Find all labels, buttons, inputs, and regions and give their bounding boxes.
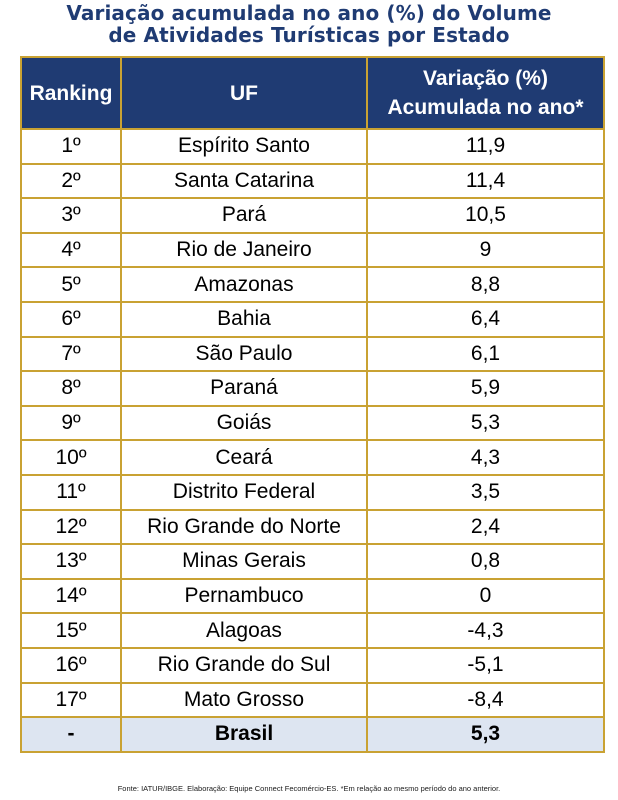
rank-cell: 17º <box>20 681 122 719</box>
table-row: 5º Amazonas 8,8 <box>20 266 605 303</box>
uf-cell: Brasil <box>120 716 368 753</box>
table-row: 11º Distrito Federal 3,5 <box>20 473 605 511</box>
uf-cell: Pará <box>120 197 368 234</box>
table-row: 4º Rio de Janeiro 9 <box>20 231 605 269</box>
rank-cell: 9º <box>20 404 122 442</box>
uf-cell: Espírito Santo <box>120 128 368 165</box>
value-cell: -8,4 <box>366 681 605 719</box>
table-row: 10º Ceará 4,3 <box>20 439 605 476</box>
header-variation-line-2: Acumulada no ano* <box>387 96 584 119</box>
table-row: 17º Mato Grosso -8,4 <box>20 681 605 719</box>
rank-cell: - <box>20 716 122 753</box>
uf-cell: Paraná <box>120 370 368 407</box>
title-line-1: Variação acumulada no ano (%) do Volume <box>66 1 552 25</box>
table-row: 8º Paraná 5,9 <box>20 370 605 407</box>
uf-cell: Rio Grande do Sul <box>120 646 368 684</box>
table-row: 7º São Paulo 6,1 <box>20 335 605 373</box>
table-row: 13º Minas Gerais 0,8 <box>20 543 605 580</box>
rank-cell: 6º <box>20 300 122 338</box>
value-cell: 5,3 <box>366 716 605 753</box>
table-row: 3º Pará 10,5 <box>20 197 605 234</box>
uf-cell: Rio Grande do Norte <box>120 508 368 546</box>
rank-cell: 7º <box>20 335 122 373</box>
uf-cell: Ceará <box>120 439 368 476</box>
uf-cell: Goiás <box>120 404 368 442</box>
value-cell: 0,8 <box>366 543 605 580</box>
table-row: 15º Alagoas -4,3 <box>20 612 605 649</box>
uf-cell: Amazonas <box>120 266 368 303</box>
source-note: Fonte: IATUR/IBGE. Elaboração: Equipe Co… <box>117 784 501 793</box>
rank-cell: 2º <box>20 162 122 200</box>
rank-cell: 4º <box>20 231 122 269</box>
uf-cell: São Paulo <box>120 335 368 373</box>
value-cell: 5,9 <box>366 370 605 407</box>
total-row: - Brasil 5,3 <box>20 716 605 753</box>
table-row: 12º Rio Grande do Norte 2,4 <box>20 508 605 546</box>
table-row: 2º Santa Catarina 11,4 <box>20 162 605 200</box>
rank-cell: 16º <box>20 646 122 684</box>
rank-cell: 5º <box>20 266 122 303</box>
chart-title: Variação acumulada no ano (%) do Volume … <box>0 2 618 46</box>
table-row: 6º Bahia 6,4 <box>20 300 605 338</box>
header-uf: UF <box>120 56 368 130</box>
value-cell: 4,3 <box>366 439 605 476</box>
uf-cell: Bahia <box>120 300 368 338</box>
rank-cell: 11º <box>20 473 122 511</box>
uf-cell: Minas Gerais <box>120 543 368 580</box>
rank-cell: 3º <box>20 197 122 234</box>
header-variation: Variação (%) Acumulada no ano* <box>366 56 605 130</box>
uf-cell: Distrito Federal <box>120 473 368 511</box>
ranking-table: Ranking UF Variação (%) Acumulada no ano… <box>20 56 605 753</box>
rank-cell: 10º <box>20 439 122 476</box>
header-variation-line-1: Variação (%) <box>423 67 548 90</box>
table-row: 16º Rio Grande do Sul -5,1 <box>20 646 605 684</box>
uf-cell: Rio de Janeiro <box>120 231 368 269</box>
rank-cell: 1º <box>20 128 122 165</box>
rank-cell: 12º <box>20 508 122 546</box>
value-cell: 2,4 <box>366 508 605 546</box>
table-body: 1º Espírito Santo 11,9 2º Santa Catarina 11,4… <box>20 128 605 753</box>
value-cell: 11,4 <box>366 162 605 200</box>
rank-cell: 15º <box>20 612 122 649</box>
table-row: 9º Goiás 5,3 <box>20 404 605 442</box>
title-line-2: de Atividades Turísticas por Estado <box>108 23 510 47</box>
table-row: 1º Espírito Santo 11,9 <box>20 128 605 165</box>
value-cell: 5,3 <box>366 404 605 442</box>
value-cell: 0 <box>366 577 605 615</box>
value-cell: 10,5 <box>366 197 605 234</box>
value-cell: 6,4 <box>366 300 605 338</box>
uf-cell: Alagoas <box>120 612 368 649</box>
value-cell: 11,9 <box>366 128 605 165</box>
rank-cell: 14º <box>20 577 122 615</box>
value-cell: -4,3 <box>366 612 605 649</box>
uf-cell: Pernambuco <box>120 577 368 615</box>
header-row: Ranking UF Variação (%) Acumulada no ano… <box>20 56 605 130</box>
table-row: 14º Pernambuco 0 <box>20 577 605 615</box>
header-ranking: Ranking <box>20 56 122 130</box>
value-cell: 8,8 <box>366 266 605 303</box>
value-cell: 3,5 <box>366 473 605 511</box>
rank-cell: 13º <box>20 543 122 580</box>
value-cell: 6,1 <box>366 335 605 373</box>
uf-cell: Santa Catarina <box>120 162 368 200</box>
value-cell: -5,1 <box>366 646 605 684</box>
rank-cell: 8º <box>20 370 122 407</box>
value-cell: 9 <box>366 231 605 269</box>
uf-cell: Mato Grosso <box>120 681 368 719</box>
